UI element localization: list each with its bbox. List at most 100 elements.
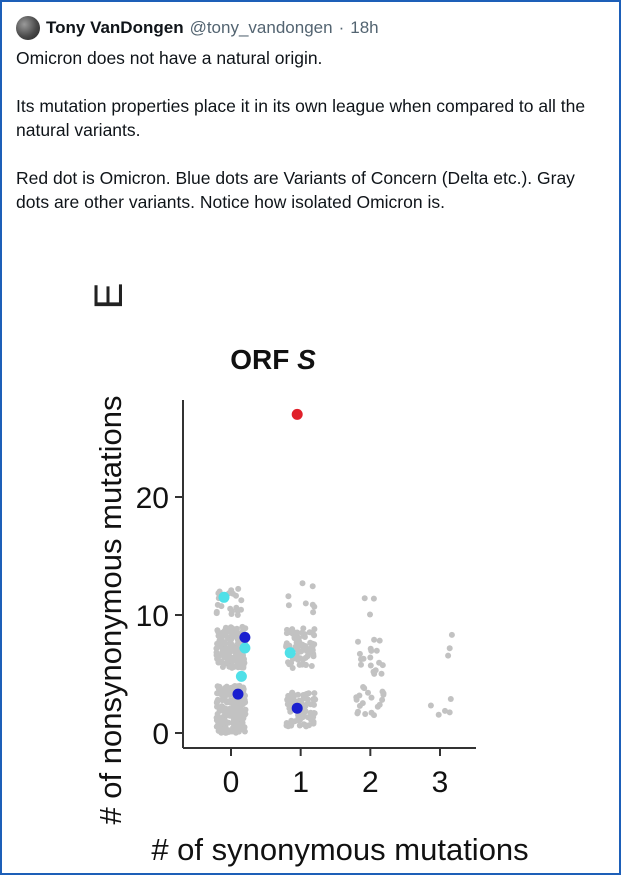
other-variant-point bbox=[289, 689, 296, 696]
other-variant-point bbox=[373, 647, 380, 654]
other-variant-point bbox=[356, 650, 363, 657]
other-variant-point bbox=[237, 703, 244, 710]
other-variant-point bbox=[233, 604, 240, 611]
other-variant-point bbox=[237, 699, 244, 706]
other-variant-point bbox=[361, 595, 368, 602]
chart-title: ORF S bbox=[230, 344, 316, 375]
other-variant-point bbox=[374, 703, 381, 710]
other-variant-point bbox=[361, 685, 368, 692]
other-variant-point bbox=[235, 715, 242, 722]
other-variant-point bbox=[358, 656, 364, 663]
other-variant-point bbox=[238, 597, 245, 604]
x-axis-label: # of synonymous mutations bbox=[151, 832, 528, 867]
other-variant-point bbox=[368, 694, 375, 701]
other-variant-point bbox=[216, 683, 223, 690]
other-variant-point bbox=[379, 696, 386, 703]
tweet-timestamp[interactable]: 18h bbox=[350, 18, 379, 37]
x-tick-label: 1 bbox=[292, 766, 309, 799]
tweet-paragraph: Omicron does not have a natural origin. bbox=[16, 48, 323, 68]
other-variant-point bbox=[239, 660, 246, 667]
chart-title-gene: S bbox=[297, 344, 316, 375]
display-name[interactable]: Tony VanDongen bbox=[46, 18, 184, 37]
other-variant-point bbox=[299, 629, 305, 636]
x-tick-label: 2 bbox=[362, 766, 379, 799]
other-variant-point bbox=[309, 583, 316, 590]
other-variant-point bbox=[214, 640, 221, 647]
other-variant-point bbox=[229, 657, 236, 664]
chart-title-text: ORF bbox=[230, 344, 297, 375]
other-variant-point bbox=[287, 629, 294, 636]
other-variant-point bbox=[223, 684, 230, 691]
other-variant-point bbox=[353, 694, 360, 701]
other-variant-point bbox=[358, 661, 364, 668]
other-variant-point bbox=[310, 609, 317, 616]
other-variant-point bbox=[299, 580, 306, 587]
other-variant-point bbox=[230, 626, 237, 633]
other-variant-point bbox=[229, 728, 235, 735]
variant-of-concern-light-point bbox=[284, 647, 296, 659]
other-variant-point bbox=[303, 690, 310, 697]
other-variant-point bbox=[295, 717, 301, 724]
other-variant-point bbox=[446, 709, 453, 716]
other-variant-point bbox=[222, 653, 229, 660]
tweet-header: Tony VanDongen @tony_vandongen · 18h bbox=[16, 16, 379, 40]
other-variant-point bbox=[376, 637, 383, 644]
other-variant-point bbox=[215, 628, 222, 635]
other-variant-point bbox=[308, 663, 315, 669]
other-variant-point bbox=[296, 638, 302, 645]
other-variant-point bbox=[215, 719, 222, 726]
other-variant-point bbox=[311, 626, 318, 633]
other-variant-point bbox=[371, 636, 378, 643]
variant-of-concern-light-point bbox=[218, 591, 230, 603]
variant-of-concern-point bbox=[232, 688, 244, 700]
other-variant-point bbox=[218, 603, 225, 610]
avatar[interactable] bbox=[16, 16, 40, 40]
omicron-point bbox=[291, 408, 303, 420]
other-variant-point bbox=[235, 585, 242, 592]
other-variant-point bbox=[223, 647, 230, 654]
other-variant-point bbox=[285, 695, 291, 702]
other-variant-point bbox=[219, 664, 226, 670]
other-variant-point bbox=[311, 632, 318, 639]
other-variant-point bbox=[370, 595, 377, 602]
other-variant-point bbox=[355, 638, 361, 645]
variant-of-concern-light-point bbox=[239, 642, 251, 654]
variant-of-concern-light-point bbox=[235, 670, 247, 682]
other-variant-point bbox=[305, 650, 312, 656]
other-variant-point bbox=[435, 711, 442, 718]
other-variant-point bbox=[218, 636, 225, 643]
other-variant-point bbox=[242, 699, 249, 706]
other-variant-point bbox=[311, 603, 318, 610]
other-variant-point bbox=[218, 729, 225, 736]
tweet-paragraph: Red dot is Omicron. Blue dots are Varian… bbox=[16, 168, 575, 212]
other-variant-point bbox=[227, 605, 234, 612]
x-tick-label: 3 bbox=[432, 766, 449, 799]
meta-separator: · bbox=[338, 18, 345, 37]
tweet-paragraph: Its mutation properties place it in its … bbox=[16, 96, 586, 140]
other-variant-point bbox=[311, 701, 317, 708]
y-tick-label: 10 bbox=[136, 600, 169, 633]
other-variant-point bbox=[221, 630, 228, 637]
other-variant-point bbox=[213, 651, 220, 658]
other-variant-point bbox=[311, 695, 318, 702]
other-variant-point bbox=[442, 707, 448, 714]
other-variant-point bbox=[217, 704, 224, 711]
tweet-media-image[interactable]: E ORF S # of nonsynonymous mutations # o… bbox=[16, 252, 610, 867]
user-handle[interactable]: @tony_vandongen bbox=[189, 18, 333, 37]
other-variant-point bbox=[309, 712, 316, 719]
other-variant-point bbox=[285, 602, 292, 609]
other-variant-point bbox=[367, 645, 374, 652]
other-variant-point bbox=[222, 640, 228, 647]
other-variant-point bbox=[379, 662, 386, 669]
other-variant-point bbox=[359, 700, 366, 707]
other-variant-point bbox=[227, 663, 234, 670]
other-variant-point bbox=[234, 640, 241, 647]
other-variant-point bbox=[367, 662, 374, 669]
other-variant-point bbox=[311, 641, 318, 648]
other-variant-point bbox=[288, 660, 295, 666]
other-variant-point bbox=[284, 701, 291, 708]
other-variant-point bbox=[241, 712, 248, 719]
other-variant-point bbox=[233, 662, 240, 669]
other-variant-point bbox=[446, 645, 453, 652]
